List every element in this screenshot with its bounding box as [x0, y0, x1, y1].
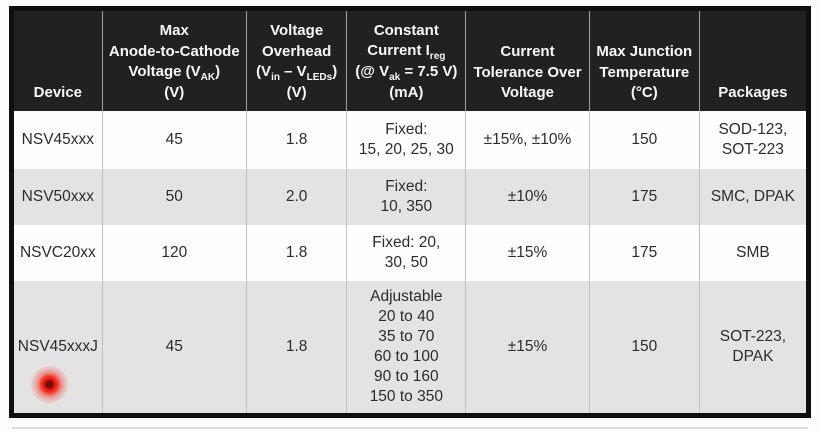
cell-constant-current: Fixed: 10, 350 [347, 169, 467, 225]
header-line: (V) [164, 84, 185, 102]
cell-packages: SMC, DPAK [710, 187, 795, 205]
header-line: Max [159, 21, 189, 39]
header-line: Voltage [500, 84, 555, 102]
header-current-tolerance: Current Tolerance Over Voltage [466, 11, 590, 111]
table-header-row: Device Max Anode-to-Cathode Voltage (VAK… [14, 11, 806, 111]
slide-bottom-shadow [12, 427, 808, 429]
cell-voltage-overhead: 1.8 [247, 225, 348, 281]
cell-current-tolerance: ±15%, ±10% [466, 111, 590, 169]
header-line: Current [500, 42, 555, 60]
header-device: Device [14, 11, 103, 111]
header-line: (mA) [389, 84, 424, 102]
cell-device: NSVC20xx [14, 225, 103, 281]
header-line: (°C) [630, 84, 658, 102]
cell-max-voltage: 45 [103, 111, 247, 169]
cell-current-tolerance: ±10% [466, 169, 590, 225]
cell-current-tolerance: ±15% [466, 225, 590, 281]
header-line: (V) [286, 84, 307, 102]
table-row: NSV50xxx 50 2.0 Fixed: 10, 350 ±10% 175 … [14, 169, 806, 225]
cell-max-voltage: 120 [103, 225, 247, 281]
cell-max-junction-temp: 175 [590, 225, 700, 281]
header-max-junction-temperature: Max Junction Temperature (°C) [590, 11, 700, 111]
header-line: Voltage [270, 21, 324, 39]
header-constant-current: Constant Current Ireg (@ Vak = 7.5 V) (m… [347, 11, 467, 111]
header-packages: Packages [700, 11, 806, 111]
table-row: NSVC20xx 120 1.8 Fixed: 20, 30, 50 ±15% … [14, 225, 806, 281]
table-row: NSV45xxxJ 45 1.8 Adjustable 20 to 40 35 … [14, 281, 806, 413]
cell-max-voltage: 45 [103, 281, 247, 413]
header-line: Packages [718, 84, 788, 102]
cell-voltage-overhead: 2.0 [247, 169, 348, 225]
cell-constant-current: Fixed: 15, 20, 25, 30 [347, 111, 467, 169]
header-max-anode-cathode-voltage: Max Anode-to-Cathode Voltage (VAK) (V) [103, 11, 247, 111]
header-line: Constant [373, 21, 439, 39]
cell-device: NSV45xxxJ [14, 281, 103, 413]
header-line: (Vin – VLEDs) [256, 63, 338, 84]
cell-max-junction-temp: 150 [590, 111, 700, 169]
cell-constant-current: Adjustable 20 to 40 35 to 70 60 to 100 9… [347, 281, 467, 413]
cell-max-voltage: 50 [103, 169, 247, 225]
header-line: Current Ireg [367, 42, 446, 63]
header-line: Overhead [262, 42, 332, 60]
cell-packages: SOD-123, SOT-223 [718, 120, 788, 158]
header-voltage-overhead: Voltage Overhead (Vin – VLEDs) (V) [247, 11, 348, 111]
header-device-label: Device [33, 84, 83, 102]
cell-packages: SOT-223, DPAK [719, 327, 787, 365]
header-line: Tolerance Over [473, 63, 582, 81]
cell-current-tolerance: ±15% [466, 281, 590, 413]
cell-device: NSV50xxx [14, 169, 103, 225]
header-line: Voltage (VAK) [128, 63, 221, 84]
cell-packages: SMB [736, 243, 770, 261]
header-line: Max Junction [596, 42, 693, 60]
header-line: (@ Vak = 7.5 V) [355, 63, 458, 84]
cell-max-junction-temp: 175 [590, 169, 700, 225]
table-row: NSV45xxx 45 1.8 Fixed: 15, 20, 25, 30 ±1… [14, 111, 806, 169]
cell-max-junction-temp: 150 [590, 281, 700, 413]
device-spec-table: Device Max Anode-to-Cathode Voltage (VAK… [9, 6, 811, 418]
cell-voltage-overhead: 1.8 [247, 111, 348, 169]
cell-device: NSV45xxx [14, 111, 103, 169]
cell-voltage-overhead: 1.8 [247, 281, 348, 413]
cell-constant-current: Fixed: 20, 30, 50 [347, 225, 467, 281]
header-line: Anode-to-Cathode [108, 42, 240, 60]
header-line: Temperature [599, 63, 690, 81]
